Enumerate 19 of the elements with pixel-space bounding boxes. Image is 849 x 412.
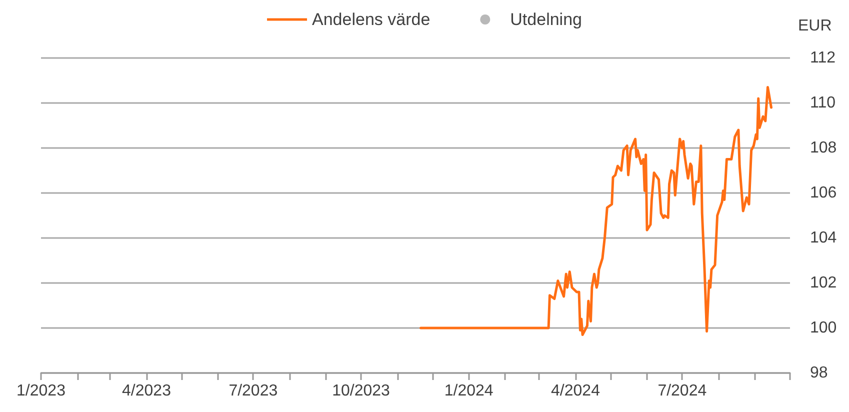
y-tick-label: 106 bbox=[810, 184, 837, 202]
y-tick-label: 108 bbox=[810, 140, 837, 156]
x-tick-label: 1/2023 bbox=[16, 382, 66, 400]
y-tick-label: 98 bbox=[810, 364, 828, 382]
x-tick-label: 1/2024 bbox=[444, 382, 494, 400]
x-tick-label: 7/2023 bbox=[228, 382, 278, 400]
x-tick-label: 10/2023 bbox=[332, 382, 390, 400]
legend-label: Andelens värde bbox=[312, 10, 430, 29]
y-tick-label: 110 bbox=[810, 94, 836, 112]
y-tick-label: 102 bbox=[810, 274, 837, 292]
x-tick-label: 4/2023 bbox=[122, 382, 172, 400]
x-tick-label: 7/2024 bbox=[658, 382, 707, 400]
line-series bbox=[420, 86, 772, 336]
y-tick-label: 100 bbox=[810, 320, 837, 336]
y-tick-label: 112 bbox=[810, 50, 836, 66]
y-axis-title: EUR bbox=[798, 18, 832, 34]
x-tick-label: 4/2024 bbox=[551, 382, 600, 400]
legend-label: Utdelning bbox=[510, 10, 582, 29]
y-tick-label: 104 bbox=[810, 230, 837, 246]
